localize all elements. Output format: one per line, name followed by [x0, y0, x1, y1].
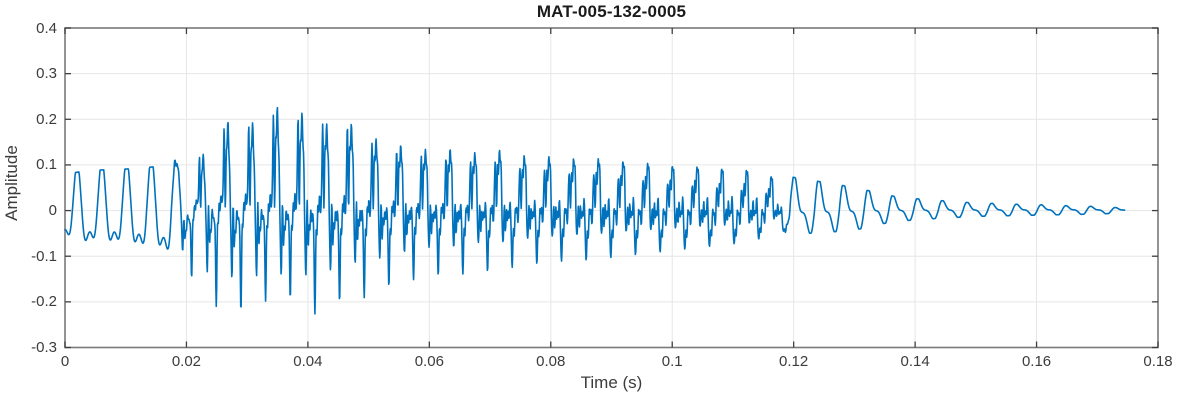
chart-title: MAT-005-132-0005 [536, 2, 687, 21]
y-tick-label: -0.3 [31, 339, 57, 356]
y-tick-label: -0.2 [31, 293, 57, 311]
y-tick-label: 0.4 [36, 19, 57, 37]
x-tick-label: 0.1 [661, 353, 683, 370]
y-tick-label: 0 [48, 202, 57, 220]
axes-box [64, 27, 1159, 349]
y-axis-label: Amplitude [2, 145, 21, 221]
x-tick-label: 0.06 [414, 353, 444, 370]
y-tick-label: 0.3 [36, 65, 57, 83]
axis-ticks [64, 27, 1159, 349]
y-tick-label: 0.2 [36, 110, 57, 128]
y-tick-label: 0.1 [36, 156, 57, 174]
x-tick-label: 0.18 [1143, 353, 1173, 370]
x-tick-label: 0.04 [293, 353, 323, 370]
x-tick-label: 0.14 [900, 353, 930, 370]
x-axis-label: Time (s) [580, 373, 643, 392]
grid-lines [65, 28, 1158, 348]
x-tick-label: 0.12 [779, 353, 809, 370]
x-tick-label: 0.02 [171, 353, 202, 370]
x-tick-label: 0.16 [1021, 353, 1052, 370]
waveform-line [64, 106, 1126, 315]
x-tick-label: 0.08 [536, 353, 566, 370]
x-tick-label: 0 [60, 353, 70, 370]
y-tick-label: -0.1 [31, 247, 57, 265]
